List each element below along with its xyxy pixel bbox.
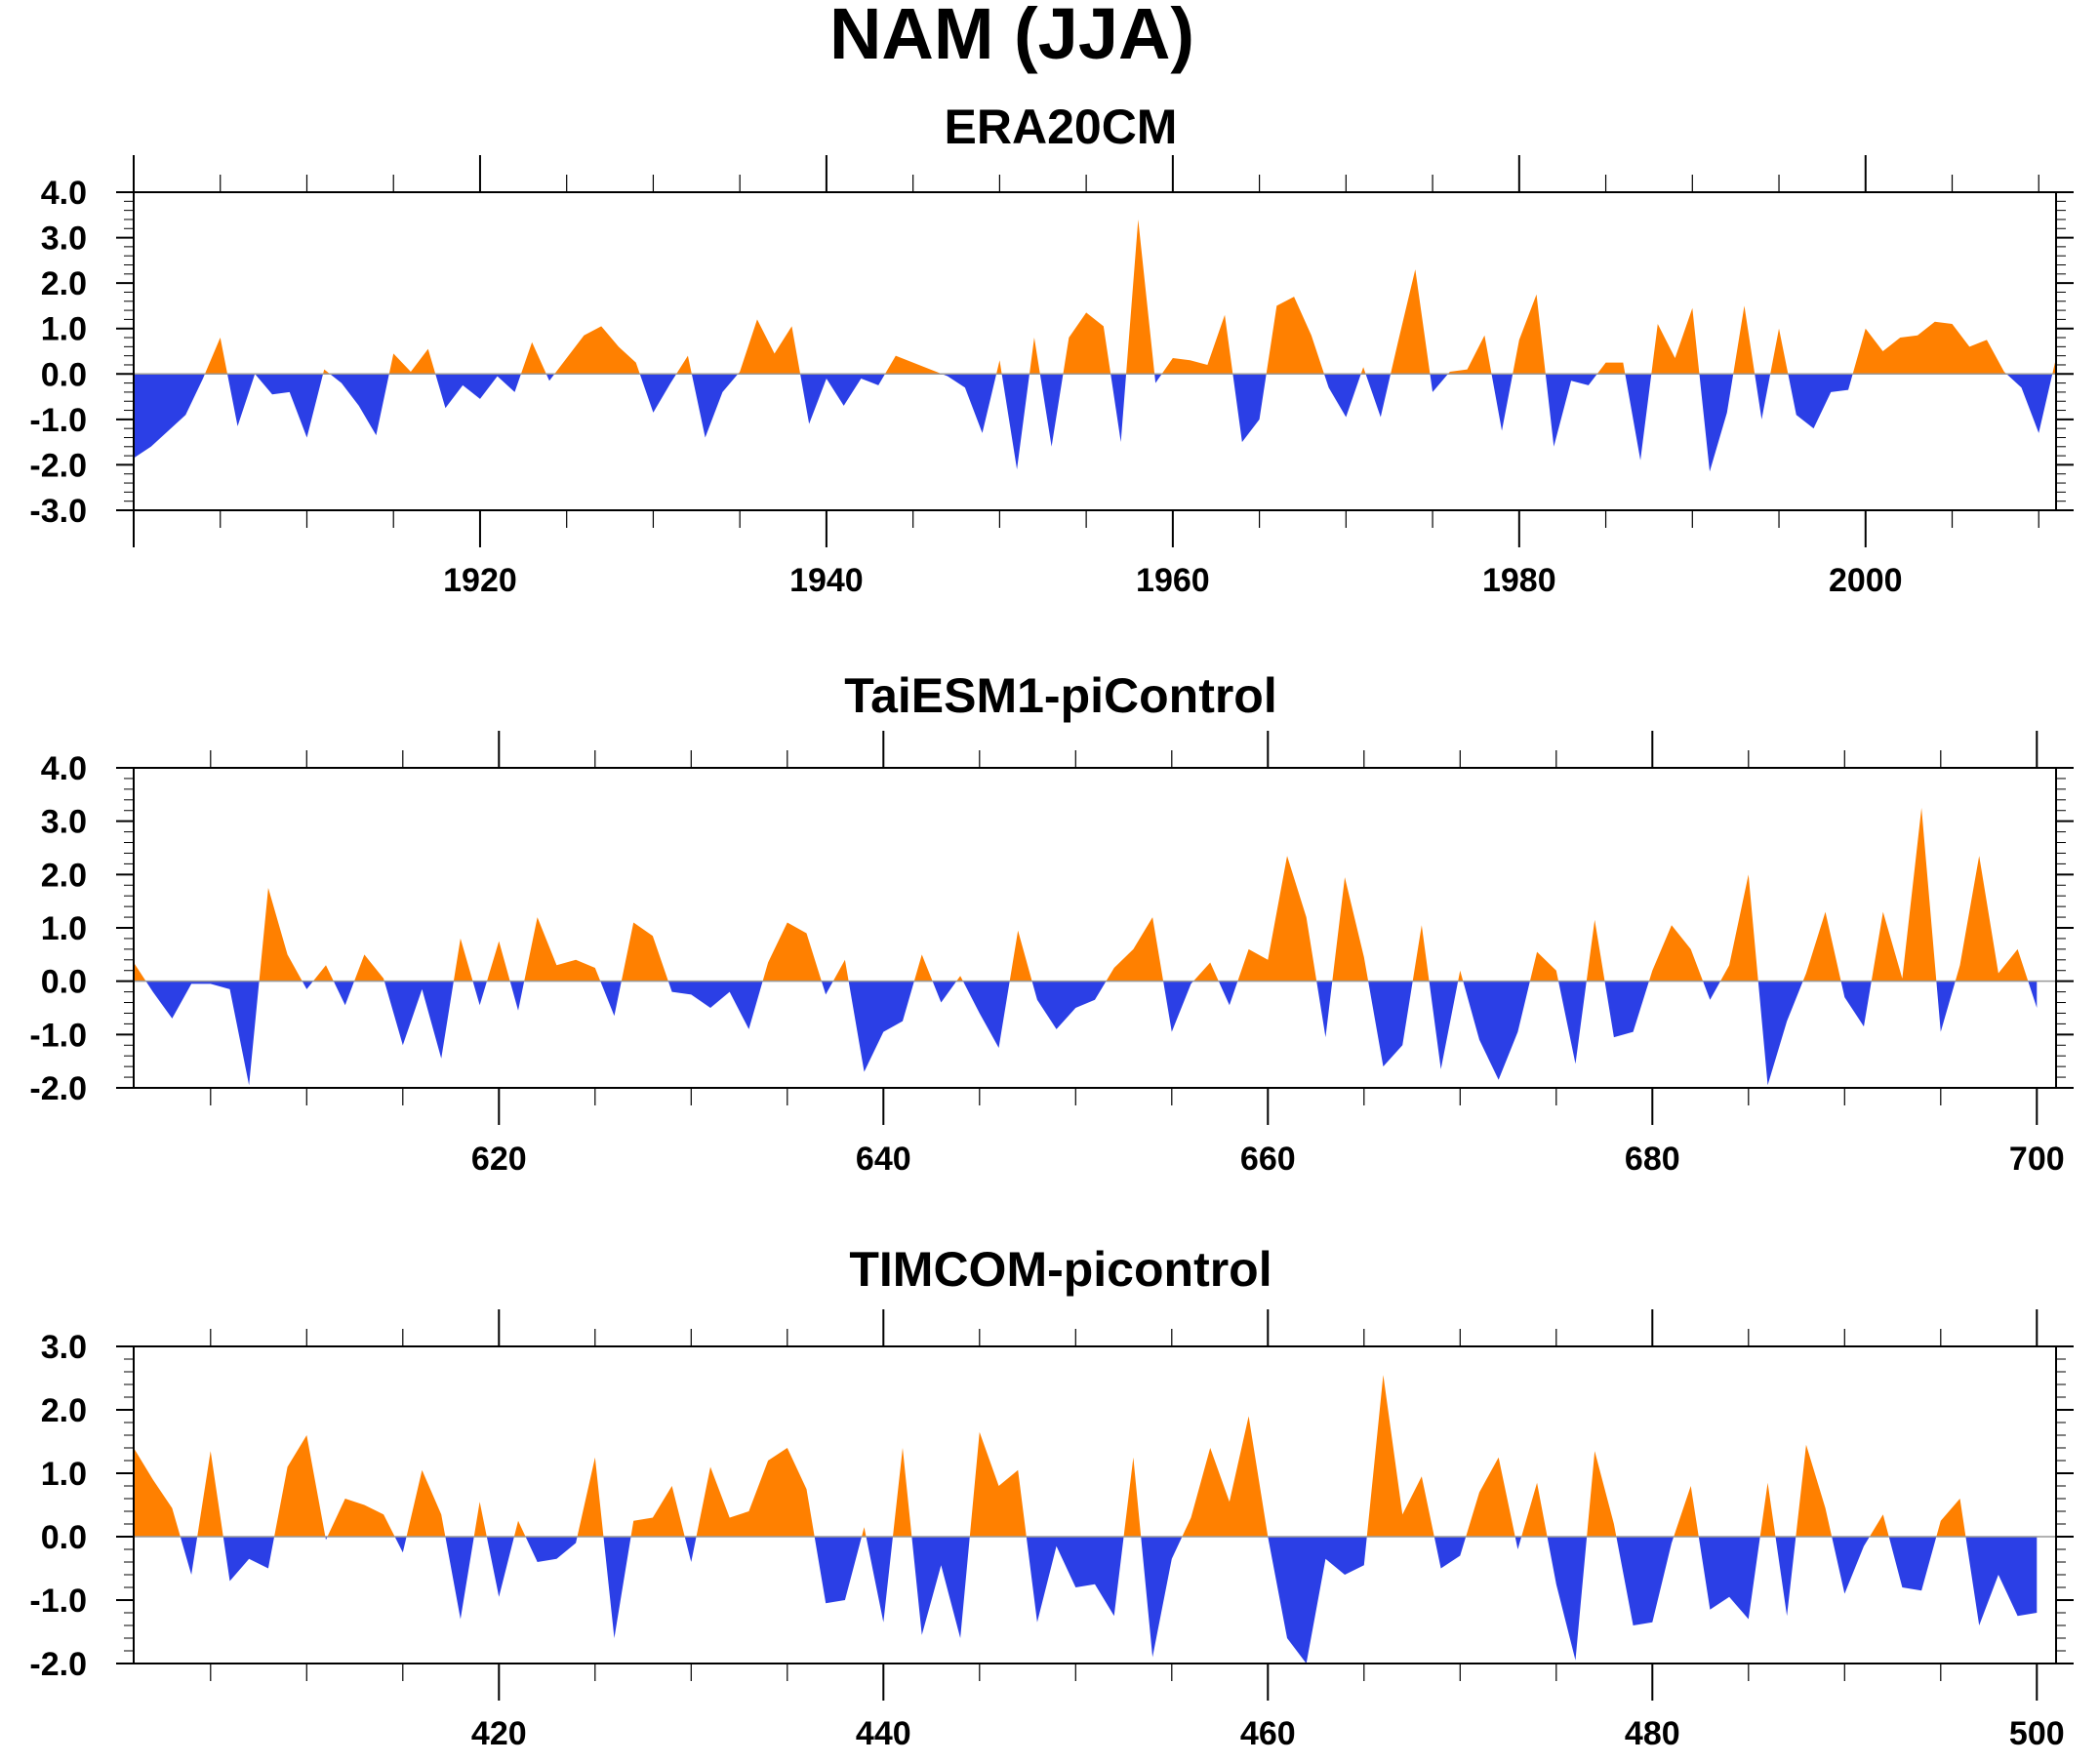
timcom-ytick-label: 2.0 [41, 1392, 87, 1429]
taiesm1-xtick-label: 640 [856, 1141, 911, 1178]
timcom-ytick-label: -2.0 [29, 1646, 87, 1683]
plot-area-taiesm1: -2.0 -1.0 0.0 1.0 2.0 3.0 4.0 620 640 660 680 700 [29, 731, 2074, 1178]
panel-title-timcom: TIMCOM-picontrol [849, 1242, 1272, 1297]
era20cm-xtick-label: 1960 [1136, 562, 1210, 599]
timcom-xtick-label: 440 [856, 1715, 911, 1752]
taiesm1-ytick-label: 3.0 [41, 804, 87, 841]
panel-taiesm1-picontrol: TaiESM1-piControl -2.0 -1.0 0.0 1.0 2.0 3.0 4.… [29, 668, 2074, 1178]
timcom-plot-frame [133, 1345, 2057, 1664]
panel-timcom-picontrol: TIMCOM-picontrol -2.0 -1.0 0.0 1.0 2.0 3.0 420… [29, 1242, 2074, 1752]
taiesm1-xtick-label: 620 [471, 1141, 527, 1178]
era20cm-ytick-label: 0.0 [41, 356, 87, 393]
era20cm-ytick-label: 3.0 [41, 220, 87, 258]
timcom-ytick-label: 0.0 [41, 1519, 87, 1556]
taiesm1-xtick-label: 680 [1625, 1141, 1680, 1178]
era20cm-ytick-label: 1.0 [41, 311, 87, 348]
taiesm1-xtick-label: 660 [1240, 1141, 1296, 1178]
taiesm1-negative-area [134, 981, 2038, 1086]
timcom-positive-area [134, 1375, 2038, 1537]
era20cm-plot-frame [133, 191, 2057, 511]
panel-title-era20cm: ERA20CM [945, 100, 1178, 154]
era20cm-xtick-label: 2000 [1829, 562, 1903, 599]
timcom-negative-area [134, 1537, 2038, 1664]
timcom-xtick-label: 480 [1625, 1715, 1680, 1752]
taiesm1-xtick-label: 700 [2009, 1141, 2065, 1178]
timcom-xtick-label: 420 [471, 1715, 527, 1752]
era20cm-ytick-label: 2.0 [41, 265, 87, 302]
timcom-xtick-label: 500 [2009, 1715, 2065, 1752]
timcom-ytick-label: 3.0 [41, 1329, 87, 1366]
taiesm1-ytick-label: 4.0 [41, 750, 87, 787]
plot-area-timcom: -2.0 -1.0 0.0 1.0 2.0 3.0 420 440 460 480 500 [29, 1309, 2074, 1752]
taiesm1-positive-area [134, 808, 2029, 982]
panel-era20cm: ERA20CM -3.0 -2.0 -1.0 0.0 1.0 2.0 3.0 4.0 1920 1… [29, 100, 2074, 599]
era20cm-xtick-label: 1920 [443, 562, 517, 599]
taiesm1-ytick-label: 0.0 [41, 964, 87, 1001]
era20cm-ytick-label: -2.0 [29, 447, 87, 484]
era20cm-ytick-label: -1.0 [29, 402, 87, 439]
era20cm-ytick-label: 4.0 [41, 175, 87, 212]
taiesm1-ytick-label: 1.0 [41, 910, 87, 947]
era20cm-xtick-label: 1980 [1482, 562, 1556, 599]
timcom-ytick-label: -1.0 [29, 1583, 87, 1620]
taiesm1-ytick-label: -2.0 [29, 1070, 87, 1107]
era20cm-positive-area [134, 219, 2056, 375]
timcom-xtick-label: 460 [1240, 1715, 1296, 1752]
era20cm-ytick-label: -3.0 [29, 493, 87, 530]
figure-title: NAM (JJA) [829, 0, 1194, 74]
taiesm1-ytick-label: 2.0 [41, 857, 87, 894]
panel-title-taiesm1: TaiESM1-piControl [844, 668, 1277, 723]
taiesm1-ytick-label: -1.0 [29, 1017, 87, 1054]
plot-area-era20cm: -3.0 -2.0 -1.0 0.0 1.0 2.0 3.0 4.0 1920 1940 1960 1… [29, 155, 2074, 599]
era20cm-xtick-label: 1940 [789, 562, 864, 599]
timcom-ytick-label: 1.0 [41, 1456, 87, 1493]
